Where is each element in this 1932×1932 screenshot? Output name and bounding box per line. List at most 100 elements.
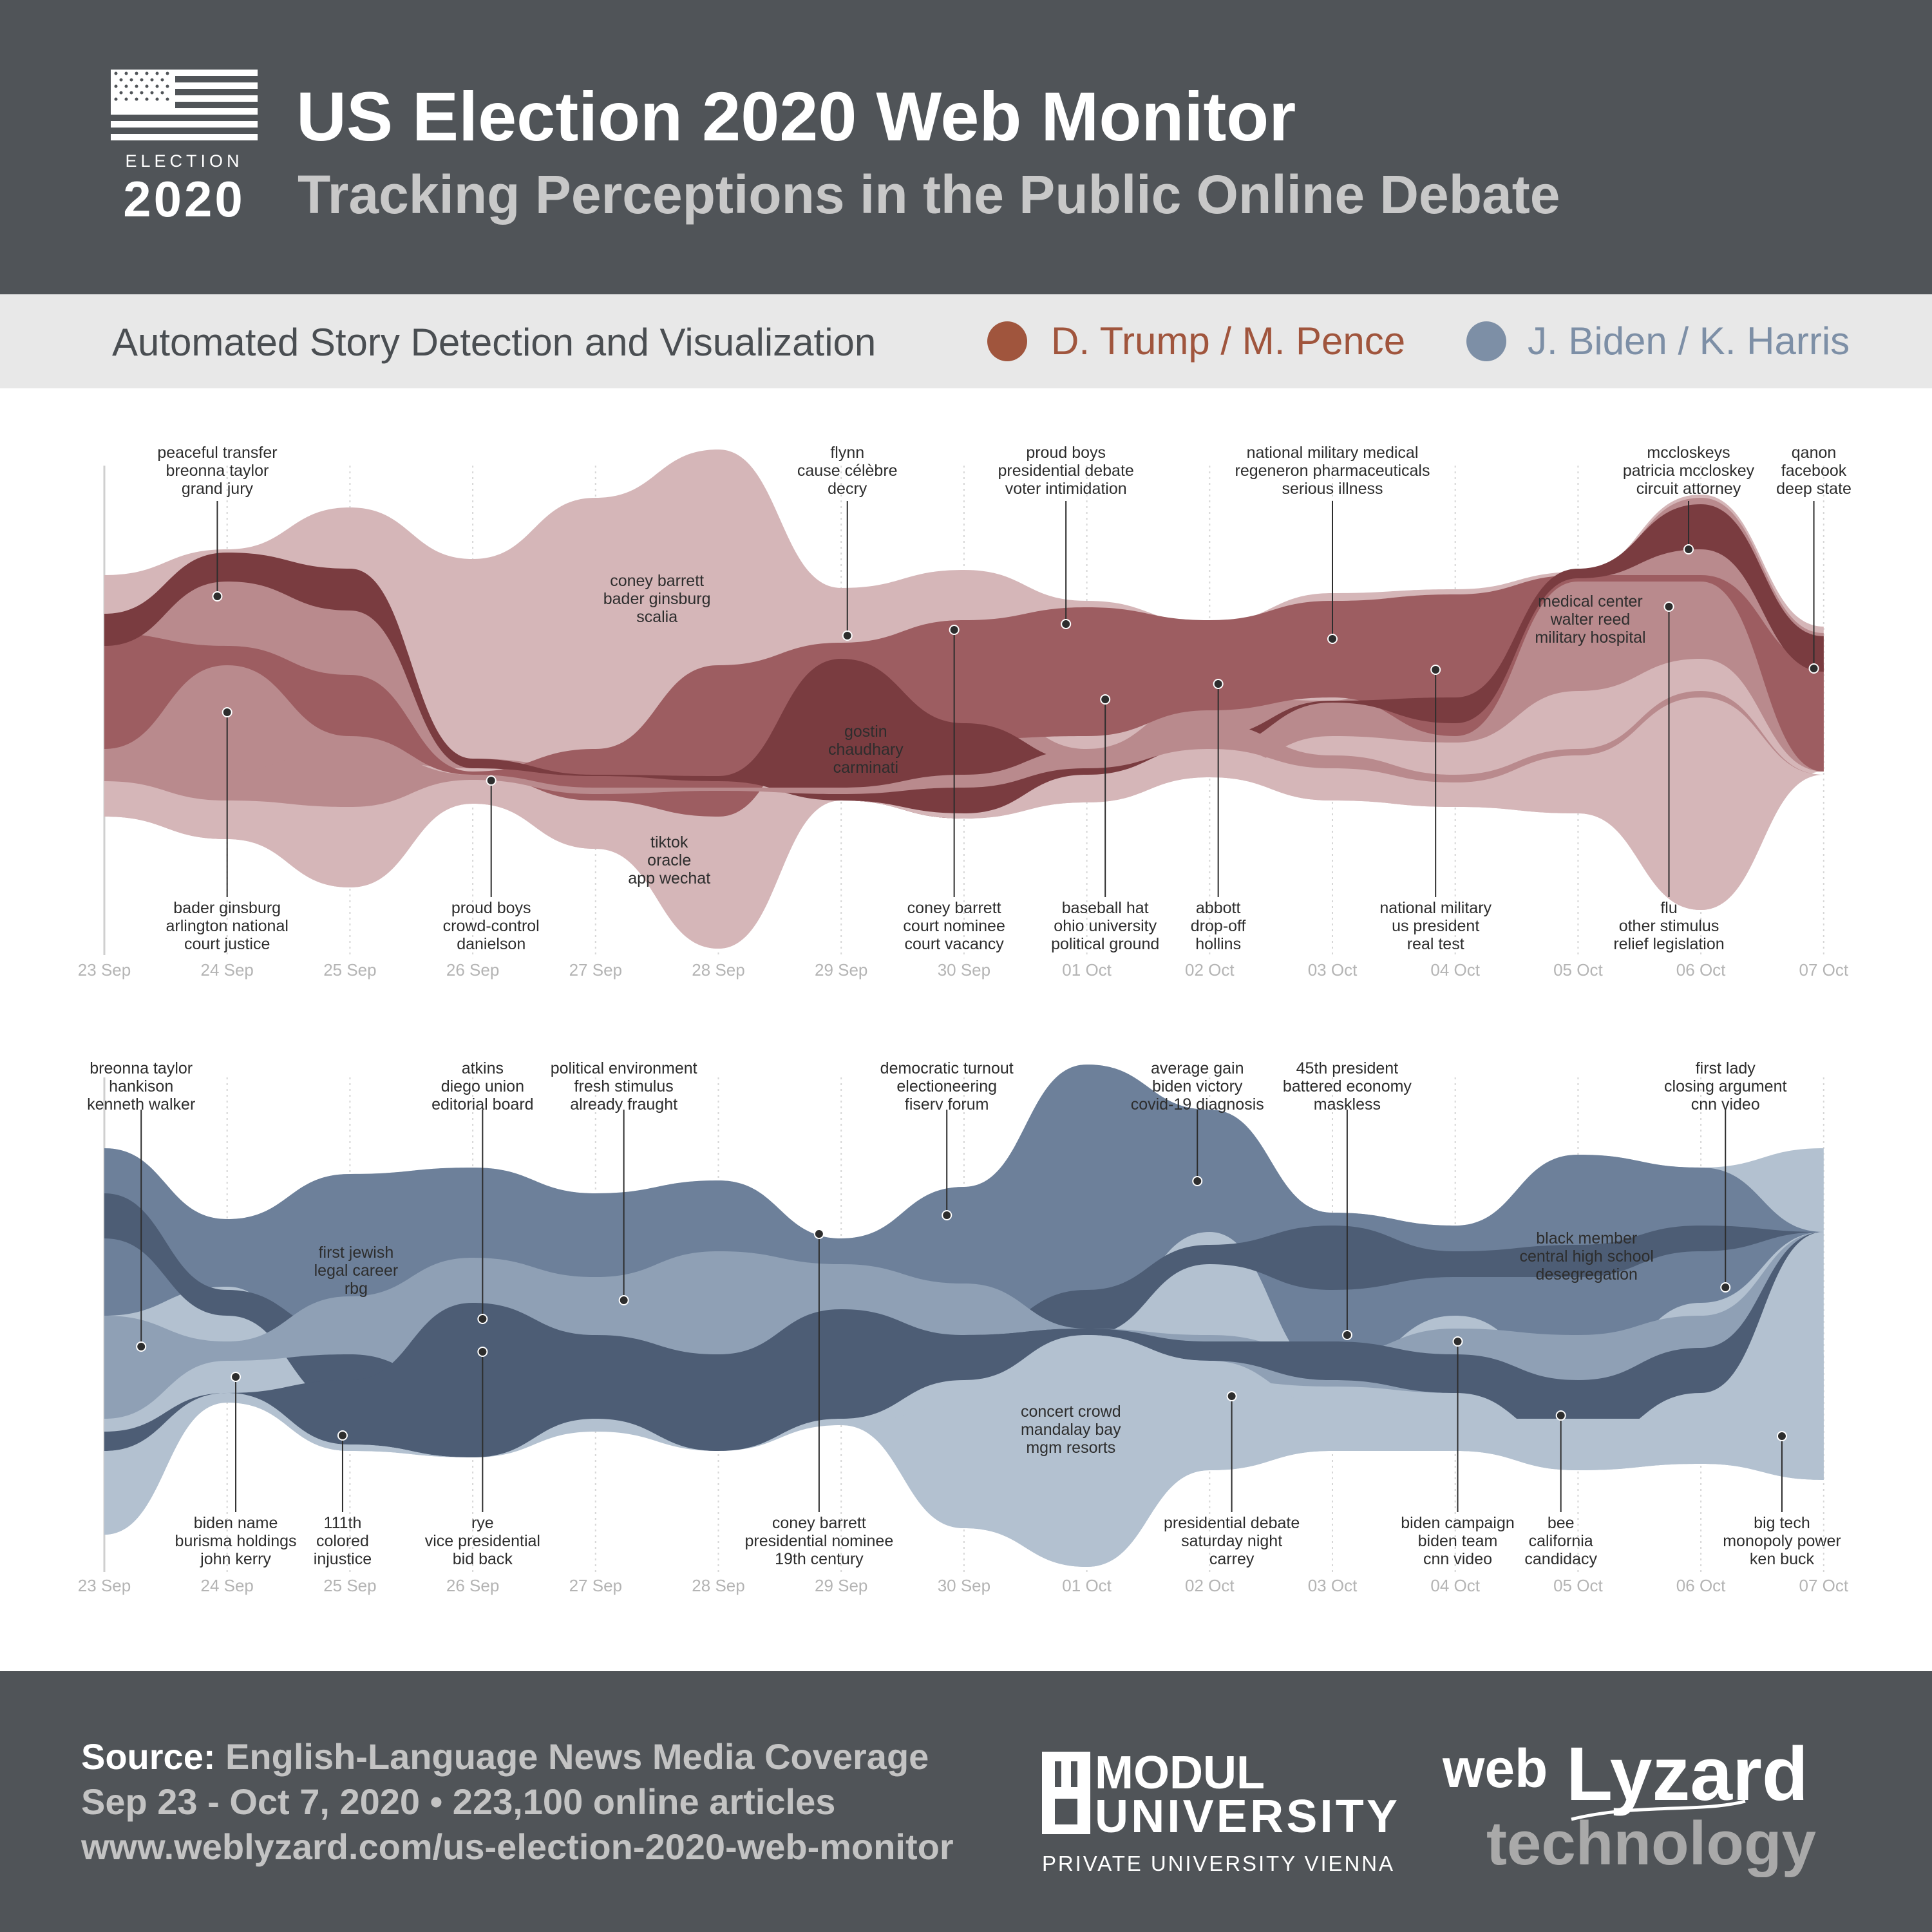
annotation-label: bid back (453, 1550, 513, 1568)
university-text: UNIVERSITY (1095, 1791, 1397, 1842)
biden-stream-layer (104, 1232, 1824, 1457)
footer: Source: English-Language News Media Cove… (0, 1671, 1932, 1932)
annotation-label: breonna taylor (166, 462, 269, 480)
annotation-label: facebook (1781, 462, 1847, 480)
annotation-label: fresh stimulus (574, 1077, 674, 1095)
x-tick-label: 25 Sep (323, 1576, 376, 1595)
biden-stream-layer (104, 1335, 1824, 1567)
annotation-dot (231, 1372, 242, 1382)
page-subtitle: Tracking Perceptions in the Public Onlin… (298, 164, 1560, 225)
legend-biden-dot (1466, 321, 1506, 361)
annotation-label: vice presidential (425, 1532, 540, 1550)
biden-stream-layer (104, 1193, 1824, 1406)
flag-election-text: ELECTION (125, 151, 243, 171)
legend-heading: Automated Story Detection and Visualizat… (112, 321, 876, 364)
annotation-label: first jewish (319, 1244, 394, 1262)
annotation-label: ken buck (1750, 1550, 1815, 1568)
annotation-label: court vacancy (905, 935, 1005, 953)
annotation-label: legal career (314, 1262, 399, 1280)
annotation-dot (1213, 679, 1224, 689)
annotation-label: monopoly power (1723, 1532, 1841, 1550)
annotation-label: patricia mccloskey (1623, 462, 1755, 480)
annotation-label: already fraught (570, 1095, 677, 1113)
annotation-label: drop-off (1191, 917, 1246, 935)
annotation-label: fiserv forum (905, 1095, 989, 1113)
x-tick-label: 29 Sep (815, 1576, 867, 1595)
annotation-label: coney barrett (907, 899, 1001, 917)
web-text: web (1443, 1738, 1548, 1799)
annotation-label: court justice (184, 935, 270, 953)
annotation-dot (842, 630, 853, 641)
annotation-dot (337, 1430, 348, 1441)
x-tick-label: 30 Sep (938, 960, 990, 980)
legend-bar: Automated Story Detection and Visualizat… (0, 294, 1932, 388)
annotation-label: cause célèbre (797, 462, 898, 480)
annotation-dot (477, 1314, 488, 1324)
x-tick-label: 29 Sep (815, 960, 867, 980)
trump-stream-layer (104, 691, 1824, 807)
annotation-label: abbott (1196, 899, 1241, 917)
annotation-label: peaceful transfer (157, 444, 277, 462)
x-tick-label: 28 Sep (692, 960, 744, 980)
annotation-label: cnn video (1423, 1550, 1492, 1568)
annotation-label: tiktok (650, 833, 688, 851)
annotation-label: presidential debate (1164, 1514, 1300, 1532)
annotation-label: 19th century (775, 1550, 864, 1568)
annotation-label: maskless (1314, 1095, 1381, 1113)
modul-university-logo: MODUL UNIVERSITY PRIVATE UNIVERSITY VIEN… (1042, 1747, 1397, 1875)
x-tick-label: 27 Sep (569, 960, 622, 980)
annotation-label: political ground (1051, 935, 1159, 953)
annotation-label: concert crowd (1021, 1403, 1121, 1421)
header: ELECTION 2020 US Election 2020 Web Monit… (0, 0, 1932, 294)
annotation-label: saturday night (1181, 1532, 1282, 1550)
annotation-label: democratic turnout (880, 1059, 1014, 1077)
annotation-label: decry (828, 480, 867, 498)
annotation-label: other stimulus (1619, 917, 1719, 935)
x-tick-label: 02 Oct (1185, 1576, 1235, 1595)
annotation-label: burisma holdings (175, 1532, 297, 1550)
biden-streamgraph: 23 Sep 24 Sep 25 Sep 26 Sep 27 Sep 28 Sep 29 S… (78, 1059, 1849, 1595)
annotation-label: circuit attorney (1636, 480, 1741, 498)
annotation-label: danielson (457, 935, 526, 953)
x-tick-label: 30 Sep (938, 1576, 990, 1595)
x-tick-label: 03 Oct (1308, 1576, 1358, 1595)
annotation-label: app wechat (628, 869, 710, 887)
annotation-label: colored (316, 1532, 369, 1550)
annotation-dot (1683, 544, 1694, 554)
annotation-label: biden team (1418, 1532, 1498, 1550)
x-tick-label: 07 Oct (1799, 960, 1849, 980)
annotation-label: scalia (636, 608, 677, 626)
annotation-label: rye (471, 1514, 494, 1532)
x-tick-label: 27 Sep (569, 1576, 622, 1595)
annotation-label: biden victory (1152, 1077, 1243, 1095)
annotation-label: national military medical (1247, 444, 1419, 462)
x-tick-label: 02 Oct (1185, 960, 1235, 980)
annotation-label: closing argument (1664, 1077, 1786, 1095)
page-title: US Election 2020 Web Monitor (296, 77, 1296, 155)
trump-stream-layer (104, 498, 1824, 819)
lyzard-text: Lyzard (1566, 1736, 1808, 1817)
annotation-label: regeneron pharmaceuticals (1235, 462, 1430, 480)
annotation-label: first lady (1696, 1059, 1756, 1077)
annotation-dot (618, 1295, 629, 1305)
annotation-label: real test (1407, 935, 1464, 953)
url-link[interactable]: www.weblyzard.com/us-election-2020-web-m… (81, 1826, 954, 1867)
annotation-label: bader ginsburg (603, 590, 711, 608)
private-university-text: PRIVATE UNIVERSITY VIENNA (1042, 1852, 1393, 1875)
legend-trump-label: D. Trump / M. Pence (1051, 319, 1406, 363)
source-line: Source: English-Language News Media Cove… (81, 1736, 929, 1777)
weblyzard-logo: web Lyzard technology (1443, 1736, 1816, 1877)
annotation-label: john kerry (200, 1550, 271, 1568)
annotation-label: oracle (647, 851, 691, 869)
modul-text: MODUL (1095, 1747, 1265, 1799)
source-text: English-Language News Media Coverage (215, 1736, 929, 1777)
annotation-label: flu (1660, 899, 1677, 917)
annotation-label: candidacy (1524, 1550, 1597, 1568)
annotation-label: arlington national (166, 917, 288, 935)
annotation-dot (1776, 1431, 1787, 1441)
annotation-label: black member (1536, 1229, 1637, 1247)
annotation-dot (1720, 1282, 1731, 1293)
x-tick-label: 23 Sep (78, 960, 131, 980)
x-tick-label: 07 Oct (1799, 1576, 1849, 1595)
annotation-label: national military (1379, 899, 1492, 917)
